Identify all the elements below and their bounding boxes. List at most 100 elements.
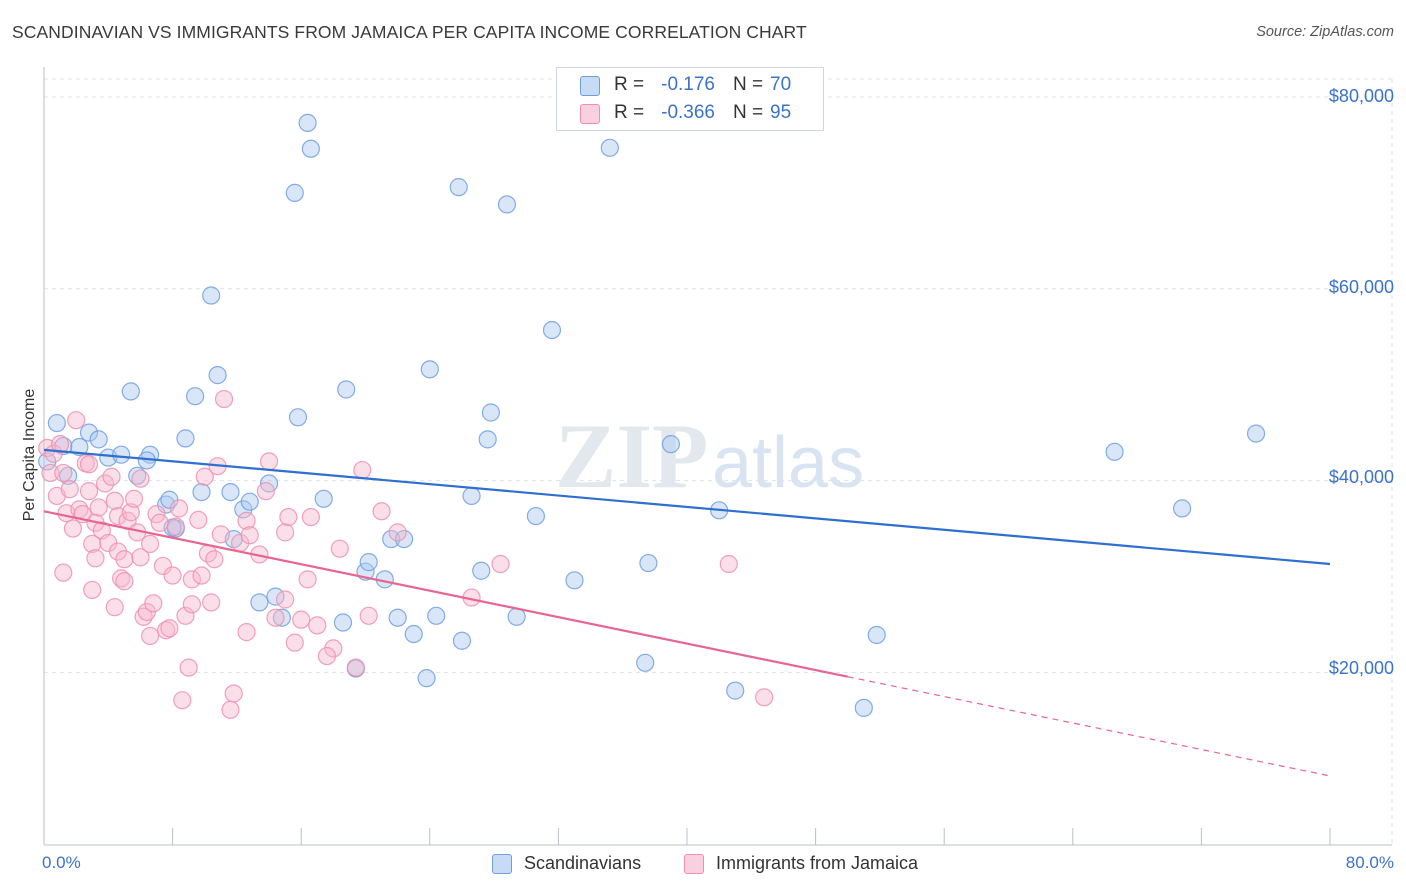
data-point	[83, 534, 102, 553]
data-point	[755, 688, 774, 707]
r-label: R =	[614, 102, 645, 123]
data-point	[50, 435, 70, 454]
n-label: N =	[733, 74, 764, 95]
data-point	[639, 553, 658, 573]
data-point	[337, 380, 356, 399]
data-point	[47, 413, 66, 433]
pink-swatch	[580, 104, 600, 124]
data-point	[192, 482, 211, 502]
data-point	[301, 139, 320, 158]
svg-text:atlas: atlas	[712, 423, 864, 503]
data-point	[150, 513, 169, 532]
data-point	[292, 610, 311, 629]
data-point	[308, 616, 327, 635]
data-point	[140, 534, 160, 553]
data-point	[124, 489, 144, 508]
data-point	[719, 554, 738, 574]
data-point	[115, 550, 134, 569]
data-point	[186, 387, 205, 406]
data-point	[256, 482, 275, 501]
data-point	[157, 621, 176, 640]
data-point	[526, 506, 545, 526]
data-point	[192, 566, 211, 585]
data-point	[121, 382, 140, 401]
data-point	[417, 669, 436, 688]
data-point	[462, 486, 481, 506]
data-point	[86, 549, 105, 568]
data-point	[661, 435, 681, 454]
data-point	[128, 466, 147, 485]
data-point	[867, 625, 886, 645]
data-point	[60, 480, 79, 499]
data-point	[70, 437, 89, 457]
x-tick-max: 80.0%	[1345, 853, 1394, 872]
data-point	[237, 511, 256, 530]
data-point	[388, 608, 407, 627]
data-point	[497, 195, 517, 214]
data-point	[1173, 499, 1192, 518]
data-point	[67, 411, 86, 430]
n-value: 70	[770, 74, 792, 95]
data-point	[221, 482, 240, 502]
data-point	[600, 138, 619, 157]
data-point	[372, 502, 391, 521]
data-point	[205, 550, 224, 569]
data-point	[726, 681, 745, 700]
data-point	[211, 525, 230, 544]
data-point	[276, 590, 295, 609]
data-point	[330, 539, 349, 558]
data-point	[288, 408, 308, 427]
trend-line-jamaica	[43, 510, 848, 678]
data-point	[259, 452, 279, 471]
data-point	[359, 553, 378, 572]
data-point	[449, 178, 468, 197]
legend-label: Immigrants from Jamaica	[716, 853, 919, 873]
data-point	[176, 429, 195, 448]
data-point	[346, 658, 365, 677]
data-point	[169, 499, 189, 518]
svg-text:ZIP: ZIP	[555, 405, 708, 507]
data-point	[317, 646, 337, 666]
n-value: 95	[770, 102, 792, 123]
r-value: -0.176	[661, 74, 715, 95]
data-point	[298, 113, 317, 132]
data-point	[208, 366, 227, 385]
data-point	[353, 460, 372, 480]
data-point	[89, 498, 108, 517]
data-point	[95, 474, 115, 493]
x-tick-min: 0.0%	[42, 853, 81, 872]
stats-legend: R = -0.176 N = 70 R = -0.366 N = 95	[556, 67, 824, 131]
data-point	[636, 653, 655, 672]
data-point	[214, 389, 234, 409]
source-label: Source: ZipAtlas.com	[1256, 24, 1394, 40]
pink-swatch	[684, 854, 704, 874]
data-point	[89, 430, 108, 449]
data-point	[266, 608, 285, 627]
y-tick-label: $60,000	[1328, 277, 1394, 297]
data-point	[250, 593, 269, 612]
data-point	[240, 526, 259, 545]
data-point	[83, 580, 102, 600]
data-point	[176, 606, 195, 625]
data-point	[382, 529, 401, 549]
data-point	[131, 469, 150, 488]
data-point	[121, 503, 140, 522]
legend-label: Scandinavians	[524, 853, 642, 873]
data-point	[182, 595, 201, 614]
legend-row-scandinavians: R = -0.176 N = 70	[557, 72, 823, 100]
series-legend: Scandinavians Immigrants from Jamaica	[0, 852, 1406, 878]
data-point	[54, 463, 73, 483]
data-point	[202, 593, 221, 612]
data-point	[854, 698, 873, 717]
data-point	[388, 523, 407, 542]
r-label: R =	[614, 74, 645, 95]
data-point	[1105, 442, 1124, 461]
data-point	[314, 489, 333, 508]
y-tick-label: $40,000	[1328, 467, 1394, 487]
data-point	[333, 613, 353, 632]
data-point	[41, 463, 60, 483]
data-point	[195, 467, 214, 486]
data-point	[54, 563, 73, 582]
data-point	[1246, 424, 1266, 443]
